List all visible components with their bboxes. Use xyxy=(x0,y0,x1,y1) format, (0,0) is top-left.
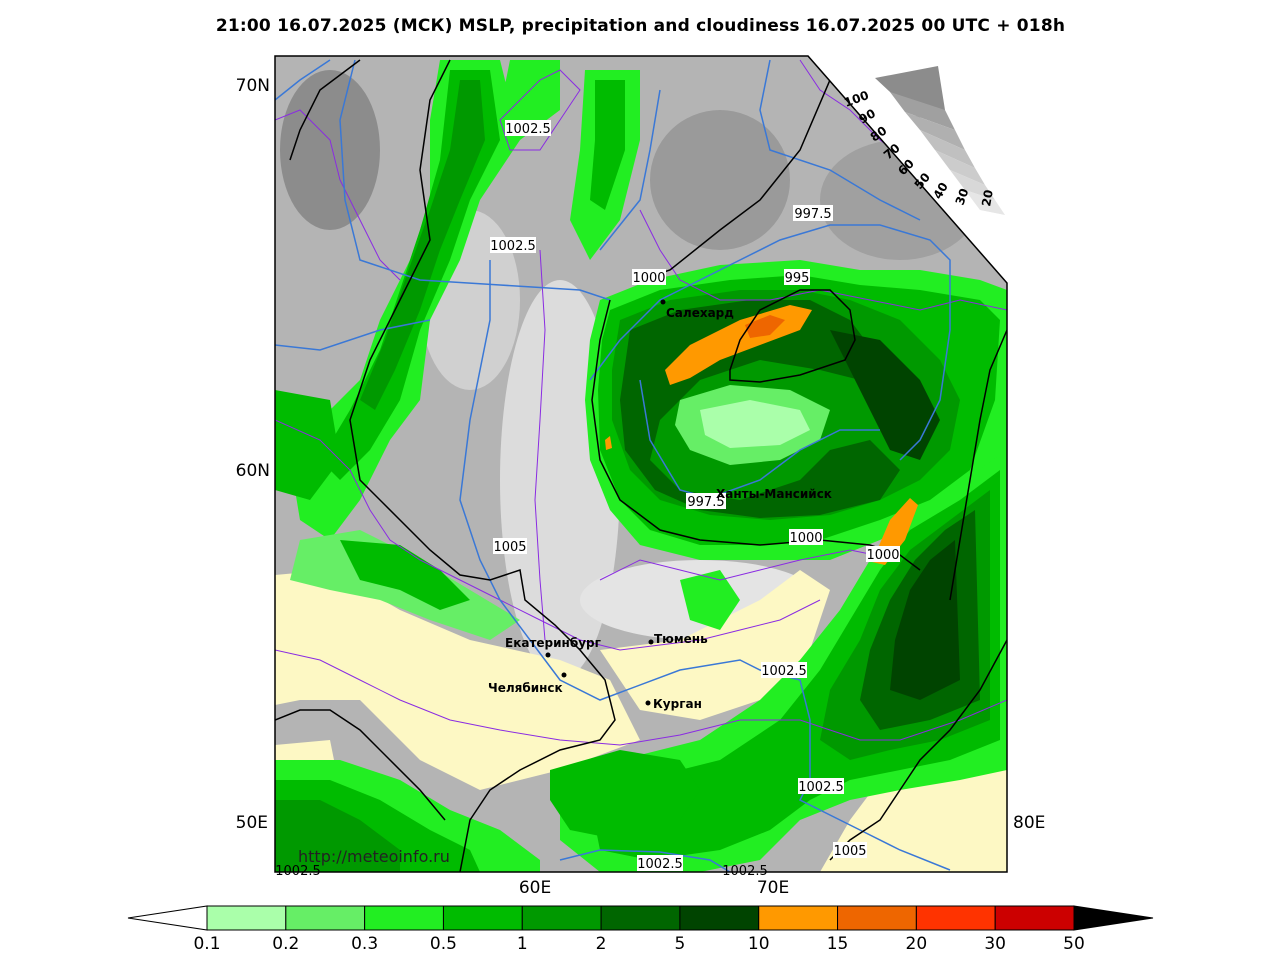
map-frame xyxy=(274,55,1008,873)
map-field xyxy=(275,56,1007,872)
lat-label: 50E xyxy=(236,813,268,833)
lat-label: 70N xyxy=(236,76,270,96)
precipitation-legend: 0.1 0.2 0.3 0.5 1 2 5 10 15 20 30 50 xyxy=(127,905,1154,954)
lon-label: 60E xyxy=(519,878,551,898)
isobar-label: 1002.5 xyxy=(637,857,683,872)
legend-swatch xyxy=(364,905,444,931)
legend-arrow-right xyxy=(1073,905,1154,931)
isobar-label: 997.5 xyxy=(687,495,724,510)
legend-label: 10 xyxy=(748,934,770,954)
isobar-label: 1002.5 xyxy=(798,780,844,795)
lat-label: 60N xyxy=(236,461,270,481)
legend-label: 2 xyxy=(596,934,607,954)
isobar-label: 1000 xyxy=(866,548,899,563)
legend-label: 0.1 xyxy=(193,934,220,954)
cloud-scale-label: 30 xyxy=(953,187,972,207)
city-markers: Салехард Ханты-Мансийск Екатеринбург Тюм… xyxy=(488,299,832,711)
isobar-labels: 1002.5 1002.5 997.5 1000 995 997.5 1005 … xyxy=(275,120,900,879)
city-label: Екатеринбург xyxy=(505,636,601,650)
legend-swatch xyxy=(758,905,839,931)
cloud-scale-label: 100 xyxy=(842,88,870,110)
city-dot xyxy=(660,299,666,305)
city-label: Салехард xyxy=(666,306,734,320)
legend-label: 0.2 xyxy=(272,934,299,954)
city-dot xyxy=(648,639,654,645)
legend-swatch xyxy=(679,905,760,931)
city-dot xyxy=(645,700,651,706)
legend-label: 0.5 xyxy=(430,934,457,954)
isobar-label: 1002.5 xyxy=(505,122,551,137)
city-label: Тюмень xyxy=(654,632,708,646)
isobar-label: 995 xyxy=(785,271,810,286)
legend-swatch xyxy=(285,905,366,931)
legend-label: 1 xyxy=(517,934,528,954)
legend-swatch xyxy=(442,905,523,931)
legend-label: 50 xyxy=(1063,934,1085,954)
axis-labels: 70N 60N 50E 60E 70E 80E xyxy=(236,76,1046,898)
legend-label: 20 xyxy=(906,934,928,954)
city-dot xyxy=(561,672,567,678)
watermark: http://meteoinfo.ru xyxy=(298,847,450,866)
cloud-scale-label: 20 xyxy=(979,189,996,208)
isobar-label: 1005 xyxy=(493,540,526,555)
lon-label: 80E xyxy=(1013,813,1045,833)
legend-swatch xyxy=(521,905,602,931)
city-label: Курган xyxy=(653,697,702,711)
city-label: Ханты-Мансийск xyxy=(716,487,832,501)
legend-swatch xyxy=(206,905,287,931)
legend-label: 5 xyxy=(674,934,685,954)
isobar-label: 1002.5 xyxy=(275,864,321,879)
isobar-label: 1000 xyxy=(789,531,822,546)
city-label: Челябинск xyxy=(488,681,563,695)
isobar-label: 1002.5 xyxy=(761,664,807,679)
city-dot xyxy=(545,652,551,658)
legend-swatch xyxy=(915,905,996,931)
isobar-label: 1002.5 xyxy=(490,239,536,254)
legend-label: 30 xyxy=(984,934,1006,954)
legend-swatch xyxy=(837,905,917,931)
legend-label: 0.3 xyxy=(351,934,378,954)
legend-arrow-left xyxy=(127,905,208,931)
legend-swatch xyxy=(600,905,681,931)
legend-label: 15 xyxy=(827,934,849,954)
isobar-label: 1002.5 xyxy=(722,864,768,879)
isobar-label: 1000 xyxy=(632,271,665,286)
lon-label: 70E xyxy=(757,878,789,898)
isobar-label: 997.5 xyxy=(794,207,831,222)
isobar-label: 1005 xyxy=(833,844,866,859)
map-title: 21:00 16.07.2025 (МСК) MSLP, precipitati… xyxy=(215,16,1066,36)
legend-swatch xyxy=(994,905,1075,931)
